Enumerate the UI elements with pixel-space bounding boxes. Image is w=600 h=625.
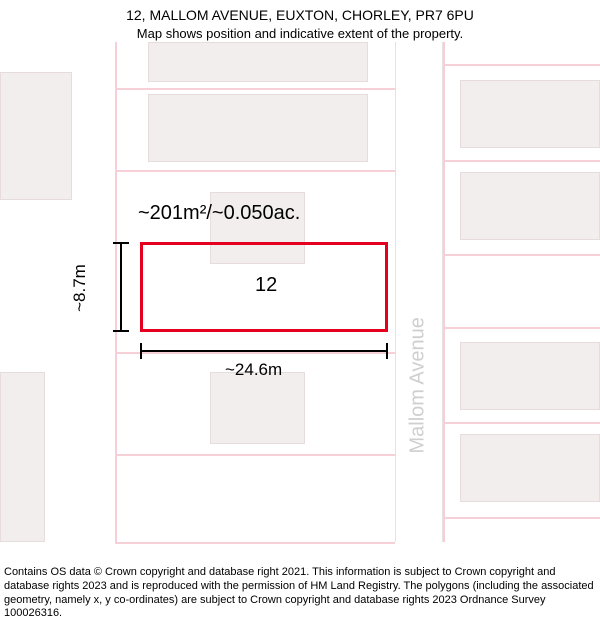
building-footprint <box>460 342 600 410</box>
parcel-boundary <box>115 170 395 172</box>
building-footprint <box>460 172 600 240</box>
road <box>395 42 443 542</box>
building-footprint <box>210 372 305 444</box>
parcel-boundary <box>443 254 600 256</box>
building-footprint <box>0 72 72 200</box>
map-subtitle: Map shows position and indicative extent… <box>0 25 600 43</box>
parcel-boundary <box>443 517 600 519</box>
height-dimension-tick <box>113 330 129 332</box>
parcel-boundary <box>443 422 600 424</box>
parcel-boundary <box>115 542 395 544</box>
width-measurement: ~24.6m <box>225 360 282 380</box>
building-footprint <box>460 434 600 502</box>
width-dimension-bar <box>140 350 388 352</box>
height-dimension-tick <box>113 242 129 244</box>
building-footprint <box>0 372 45 542</box>
parcel-boundary <box>115 454 395 456</box>
building-footprint <box>460 80 600 148</box>
subject-plot-number: 12 <box>255 274 277 297</box>
height-dimension-bar <box>120 242 122 332</box>
parcel-boundary <box>443 64 600 66</box>
map-canvas: Mallom Avenue 12 ~201m²/~0.050ac. ~24.6m ~8.… <box>0 42 600 542</box>
width-dimension-tick <box>386 343 388 359</box>
building-footprint <box>148 42 368 82</box>
road-label: Mallom Avenue <box>407 334 430 454</box>
copyright-footer: Contains OS data © Crown copyright and d… <box>4 566 596 621</box>
building-footprint <box>148 94 368 162</box>
area-measurement: ~201m²/~0.050ac. <box>138 202 300 225</box>
address-title: 12, MALLOM AVENUE, EUXTON, CHORLEY, PR7 … <box>0 6 600 25</box>
height-measurement: ~8.7m <box>70 258 90 318</box>
parcel-boundary <box>115 88 395 90</box>
parcel-boundary <box>443 327 600 329</box>
parcel-boundary <box>443 42 445 542</box>
width-dimension-tick <box>140 343 142 359</box>
parcel-boundary <box>115 42 117 542</box>
parcel-boundary <box>115 352 395 354</box>
header: 12, MALLOM AVENUE, EUXTON, CHORLEY, PR7 … <box>0 0 600 42</box>
parcel-boundary <box>443 160 600 162</box>
